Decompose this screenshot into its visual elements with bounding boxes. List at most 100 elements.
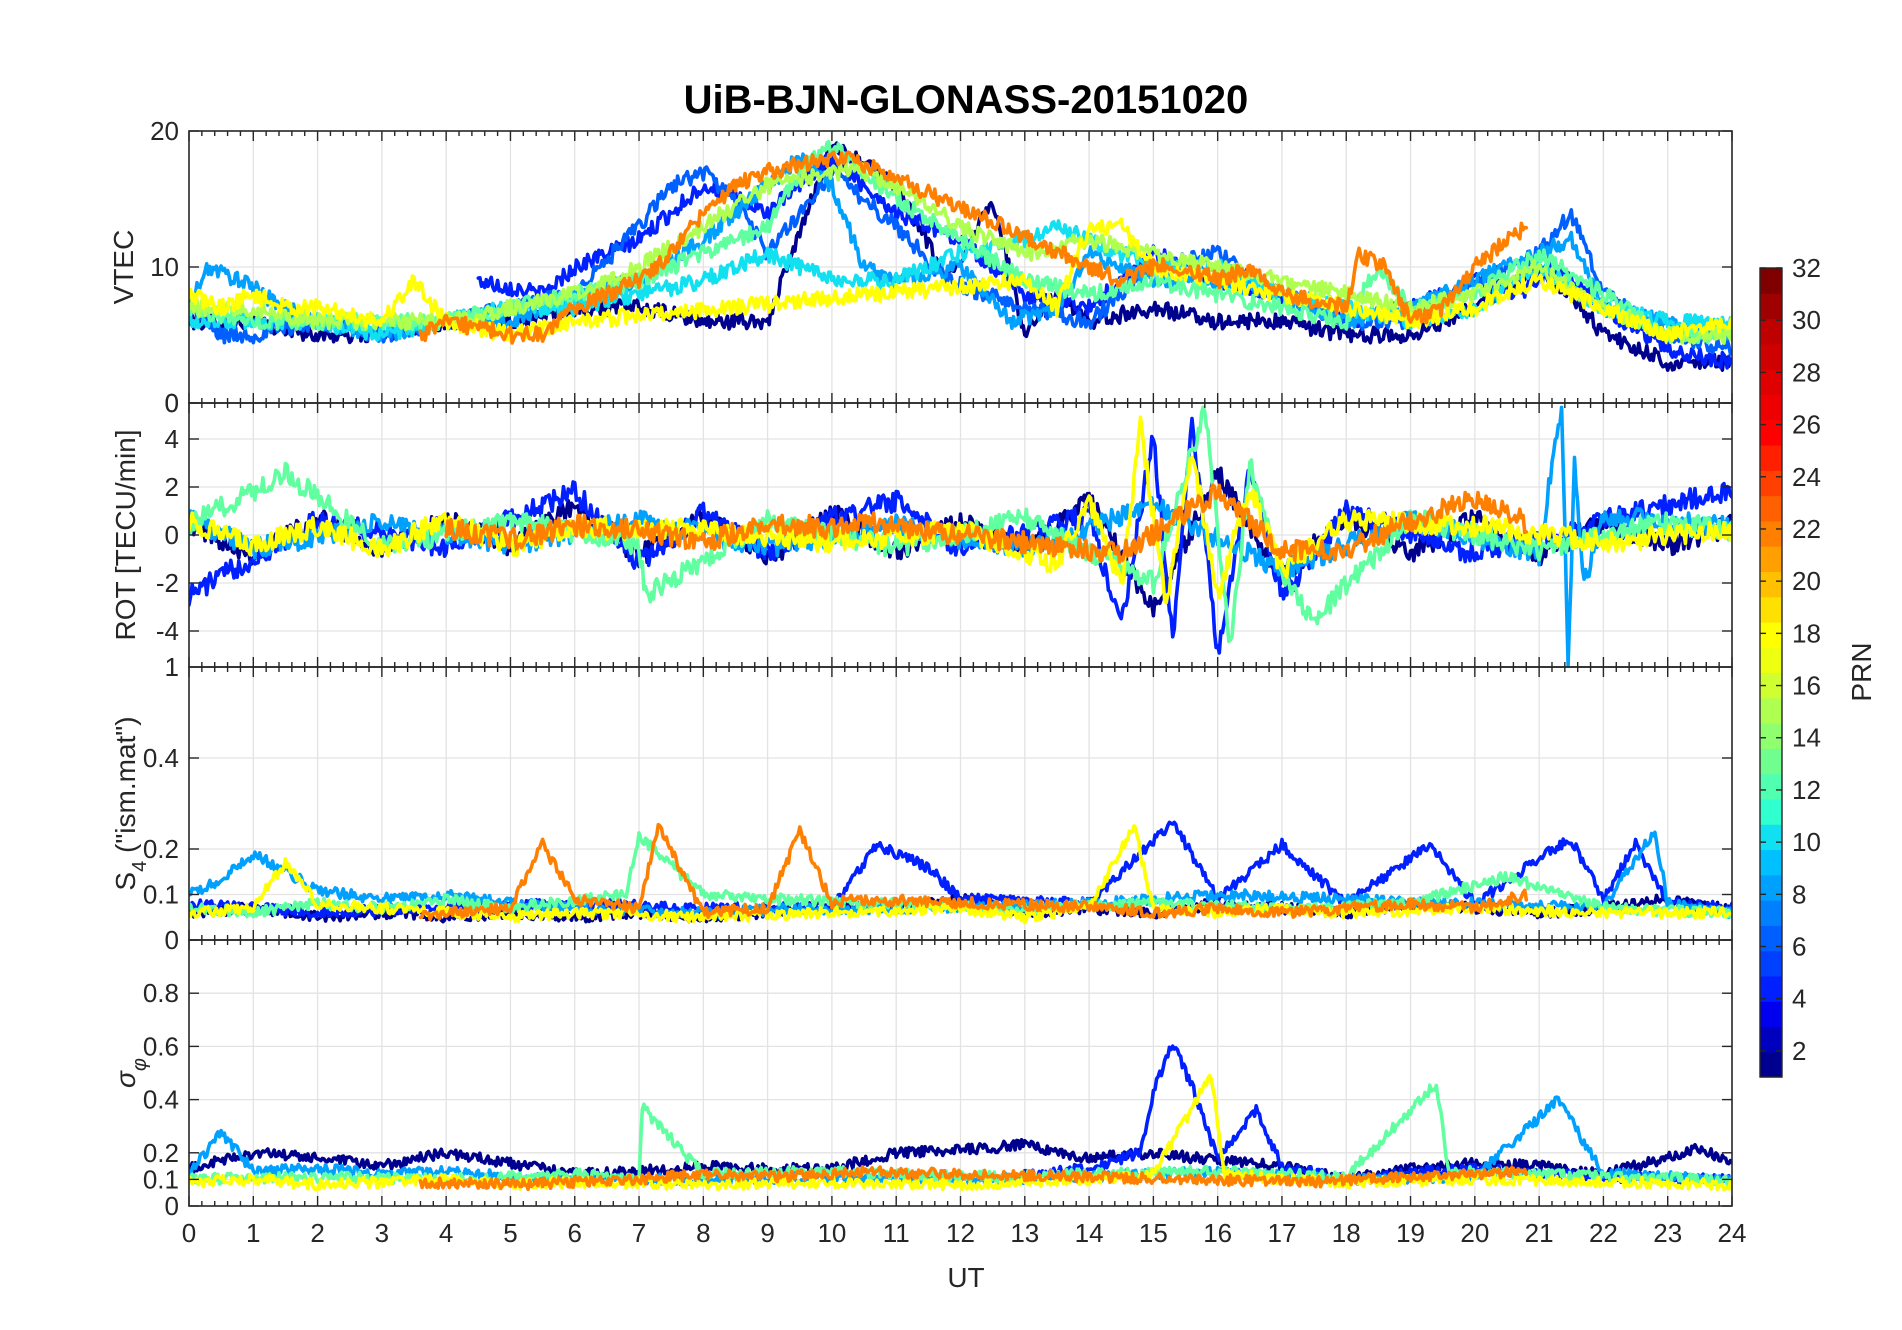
colorbar-tick-label: 20 [1792,566,1821,596]
y-axis-label-subscript: 4 [129,861,151,872]
x-tick-label: 10 [817,1218,846,1248]
series-line [418,1165,1529,1192]
y-axis-label: VTEC [108,230,139,305]
traces-vtec [189,139,1732,372]
x-tick-label: 17 [1267,1218,1296,1248]
x-tick-label: 3 [375,1218,389,1248]
colorbar-segment [1760,369,1782,396]
y-axis-label: ROT [TECU/min] [110,429,141,640]
colorbar-tick-label: 6 [1792,932,1806,962]
x-tick-label: 14 [1075,1218,1104,1248]
x-tick-label: 18 [1332,1218,1361,1248]
colorbar-segment [1760,470,1782,497]
y-tick-label: 0.1 [143,880,179,910]
colorbar-segment [1760,444,1782,471]
colorbar-tick-label: 12 [1792,775,1821,805]
colorbar-tick-label: 2 [1792,1036,1806,1066]
colorbar-segment [1760,394,1782,421]
x-tick-label: 9 [760,1218,774,1248]
x-tick-label: 5 [503,1218,517,1248]
colorbar-segment [1760,925,1782,952]
x-tick-label: 23 [1653,1218,1682,1248]
y-tick-label: 0.6 [143,1031,179,1061]
colorbar-tick-label: 10 [1792,827,1821,857]
colorbar-segment [1760,1001,1782,1028]
x-axis-label: UT [947,1262,984,1293]
colorbar-segment [1760,268,1782,294]
colorbar-tick-label: 22 [1792,514,1821,544]
colorbar-tick-label: 18 [1792,618,1821,648]
colorbar-segment [1760,849,1782,876]
colorbar-segment [1760,672,1782,699]
colorbar-tick-label: 26 [1792,410,1821,440]
colorbar-segment [1760,343,1782,370]
x-tick-label: 6 [568,1218,582,1248]
y-tick-label: 2 [165,472,179,502]
colorbar-tick-label: 28 [1792,357,1821,387]
colorbar-segment [1760,647,1782,674]
colorbar-segment [1760,697,1782,724]
x-tick-label: 16 [1203,1218,1232,1248]
colorbar-tick-label: 30 [1792,305,1821,335]
x-tick-label: 24 [1718,1218,1747,1248]
colorbar-tick-label: 24 [1792,462,1821,492]
colorbar-segment [1760,975,1782,1002]
colorbar-segment [1760,495,1782,522]
traces-rot [189,405,1732,667]
chart-title: UiB-BJN-GLONASS-20151020 [684,78,1249,122]
y-tick-label: 0.1 [143,1164,179,1194]
x-tick-label: 22 [1589,1218,1618,1248]
colorbar-segment [1760,571,1782,598]
colorbar-segment [1760,950,1782,977]
x-tick-label: 11 [883,1218,910,1248]
y-tick-label: 0 [165,925,179,955]
y-tick-label: -2 [156,568,179,598]
y-tick-label: 10 [150,252,179,282]
colorbar-segment [1760,900,1782,926]
colorbar-label: PRN [1846,642,1877,701]
colorbar-segment [1760,1051,1782,1078]
x-tick-label: 12 [946,1218,975,1248]
y-axis-label-subscript: φ [129,1058,151,1071]
colorbar-segment [1760,1026,1782,1053]
series-line [418,150,1529,345]
series-line [444,483,1529,564]
x-tick-label: 1 [246,1218,260,1248]
y-tick-label: 0.2 [143,1138,179,1168]
colorbar-segment [1760,621,1782,648]
x-tick-label: 21 [1525,1218,1554,1248]
colorbar-segment [1760,596,1782,623]
colorbar-tick-label: 14 [1792,723,1821,753]
x-tick-label: 13 [1010,1218,1039,1248]
traces-s4 [189,820,1732,925]
x-tick-label: 7 [632,1218,646,1248]
series-line [418,822,1529,922]
x-tick-label: 15 [1139,1218,1168,1248]
x-tick-label: 8 [696,1218,710,1248]
y-tick-label: 0 [165,388,179,418]
colorbar-segment [1760,798,1782,825]
panel-rot: -4 -2 0 2 4 0 ROT [TECU/min] [110,388,1733,668]
y-tick-label: 0 [165,1191,179,1221]
y-tick-label: 20 [150,116,179,146]
colorbar-tick-label: 8 [1792,879,1806,909]
colorbar-segment [1760,773,1782,800]
colorbar-tick-label: 16 [1792,671,1821,701]
x-tick-label: 2 [310,1218,324,1248]
colorbar-segment [1760,419,1782,446]
colorbar-segment [1760,546,1782,572]
colorbar-frame [1759,267,1783,1078]
traces-sigma [189,1044,1732,1192]
colorbar-segment [1760,318,1782,345]
y-tick-label: 0.2 [143,834,179,864]
y-tick-label: -4 [156,616,179,646]
x-tick-label: 20 [1460,1218,1489,1248]
colorbar-segment [1760,748,1782,775]
colorbar-tick-label: 4 [1792,984,1806,1014]
colorbar-segment [1760,520,1782,547]
y-tick-label: 0.8 [143,978,179,1008]
